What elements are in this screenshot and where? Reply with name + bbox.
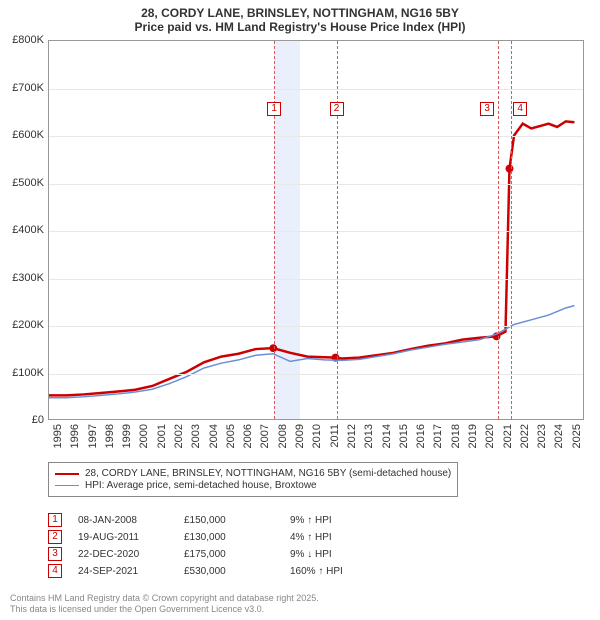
- event-marker-box: 4: [513, 102, 527, 116]
- y-tick-label: £200K: [0, 319, 44, 331]
- series-marker: [505, 165, 513, 173]
- x-tick-label: 2023: [536, 424, 548, 448]
- event-vline: [274, 41, 275, 419]
- event-pct: 4% ↑ HPI: [290, 532, 380, 543]
- chart-svg: [49, 41, 583, 419]
- event-price: £150,000: [184, 515, 274, 526]
- x-tick-label: 2015: [398, 424, 410, 448]
- legend: 28, CORDY LANE, BRINSLEY, NOTTINGHAM, NG…: [48, 462, 458, 497]
- y-gridline: [49, 326, 583, 327]
- legend-item: 28, CORDY LANE, BRINSLEY, NOTTINGHAM, NG…: [55, 468, 451, 479]
- x-tick-label: 2001: [156, 424, 168, 448]
- y-tick-label: £800K: [0, 34, 44, 46]
- legend-item: HPI: Average price, semi-detached house,…: [55, 480, 451, 491]
- x-tick-label: 1996: [69, 424, 81, 448]
- footer-line: Contains HM Land Registry data © Crown c…: [10, 593, 319, 605]
- series-price_paid: [49, 121, 574, 395]
- event-row: 4 24-SEP-2021 £530,000 160% ↑ HPI: [48, 564, 380, 578]
- x-tick-label: 2021: [502, 424, 514, 448]
- x-tick-label: 2009: [294, 424, 306, 448]
- x-tick-label: 2017: [432, 424, 444, 448]
- y-tick-label: £0: [0, 414, 44, 426]
- x-tick-label: 2024: [553, 424, 565, 448]
- x-tick-label: 2022: [519, 424, 531, 448]
- x-tick-label: 2000: [138, 424, 150, 448]
- event-num-box: 4: [48, 564, 62, 578]
- event-row: 1 08-JAN-2008 £150,000 9% ↑ HPI: [48, 513, 380, 527]
- chart-title: 28, CORDY LANE, BRINSLEY, NOTTINGHAM, NG…: [0, 0, 600, 36]
- footer-line: This data is licensed under the Open Gov…: [10, 604, 319, 616]
- legend-swatch: [55, 485, 79, 486]
- x-tick-label: 2004: [208, 424, 220, 448]
- x-tick-label: 2012: [346, 424, 358, 448]
- event-marker-box: 3: [480, 102, 494, 116]
- event-marker-box: 1: [267, 102, 281, 116]
- x-tick-label: 2014: [381, 424, 393, 448]
- y-tick-label: £700K: [0, 82, 44, 94]
- legend-label: HPI: Average price, semi-detached house,…: [85, 480, 317, 491]
- y-tick-label: £600K: [0, 129, 44, 141]
- y-gridline: [49, 89, 583, 90]
- x-tick-label: 2002: [173, 424, 185, 448]
- y-gridline: [49, 374, 583, 375]
- event-date: 22-DEC-2020: [78, 549, 168, 560]
- x-tick-label: 1998: [104, 424, 116, 448]
- x-tick-label: 2005: [225, 424, 237, 448]
- event-vline: [337, 41, 338, 419]
- title-line-2: Price paid vs. HM Land Registry's House …: [0, 20, 600, 34]
- x-tick-label: 2018: [450, 424, 462, 448]
- event-vline: [498, 41, 499, 419]
- y-gridline: [49, 279, 583, 280]
- x-tick-label: 2025: [571, 424, 583, 448]
- x-tick-label: 1995: [52, 424, 64, 448]
- title-line-1: 28, CORDY LANE, BRINSLEY, NOTTINGHAM, NG…: [0, 6, 600, 20]
- x-tick-label: 2019: [467, 424, 479, 448]
- event-date: 24-SEP-2021: [78, 566, 168, 577]
- legend-label: 28, CORDY LANE, BRINSLEY, NOTTINGHAM, NG…: [85, 468, 451, 479]
- x-tick-label: 2011: [329, 424, 341, 448]
- chart-plot-area: 1 2 3 4: [48, 40, 584, 420]
- event-price: £530,000: [184, 566, 274, 577]
- x-tick-label: 2010: [311, 424, 323, 448]
- event-date: 19-AUG-2011: [78, 532, 168, 543]
- event-num-box: 1: [48, 513, 62, 527]
- event-table: 1 08-JAN-2008 £150,000 9% ↑ HPI 2 19-AUG-2011…: [48, 510, 380, 581]
- x-tick-label: 1999: [121, 424, 133, 448]
- footer-attribution: Contains HM Land Registry data © Crown c…: [10, 593, 319, 616]
- event-row: 2 19-AUG-2011 £130,000 4% ↑ HPI: [48, 530, 380, 544]
- event-num-box: 2: [48, 530, 62, 544]
- event-price: £130,000: [184, 532, 274, 543]
- event-pct: 160% ↑ HPI: [290, 566, 380, 577]
- y-gridline: [49, 184, 583, 185]
- event-num-box: 3: [48, 547, 62, 561]
- event-row: 3 22-DEC-2020 £175,000 9% ↓ HPI: [48, 547, 380, 561]
- y-tick-label: £400K: [0, 224, 44, 236]
- x-tick-label: 2020: [484, 424, 496, 448]
- x-tick-label: 1997: [87, 424, 99, 448]
- event-vline: [511, 41, 512, 419]
- event-pct: 9% ↑ HPI: [290, 515, 380, 526]
- x-tick-label: 2006: [242, 424, 254, 448]
- y-gridline: [49, 231, 583, 232]
- x-tick-label: 2003: [190, 424, 202, 448]
- y-tick-label: £100K: [0, 367, 44, 379]
- event-marker-box: 2: [330, 102, 344, 116]
- x-tick-label: 2013: [363, 424, 375, 448]
- legend-swatch: [55, 473, 79, 475]
- x-tick-label: 2007: [259, 424, 271, 448]
- event-date: 08-JAN-2008: [78, 515, 168, 526]
- y-gridline: [49, 136, 583, 137]
- event-price: £175,000: [184, 549, 274, 560]
- y-tick-label: £500K: [0, 177, 44, 189]
- y-tick-label: £300K: [0, 272, 44, 284]
- series-hpi: [49, 306, 574, 398]
- x-tick-label: 2008: [277, 424, 289, 448]
- x-tick-label: 2016: [415, 424, 427, 448]
- event-pct: 9% ↓ HPI: [290, 549, 380, 560]
